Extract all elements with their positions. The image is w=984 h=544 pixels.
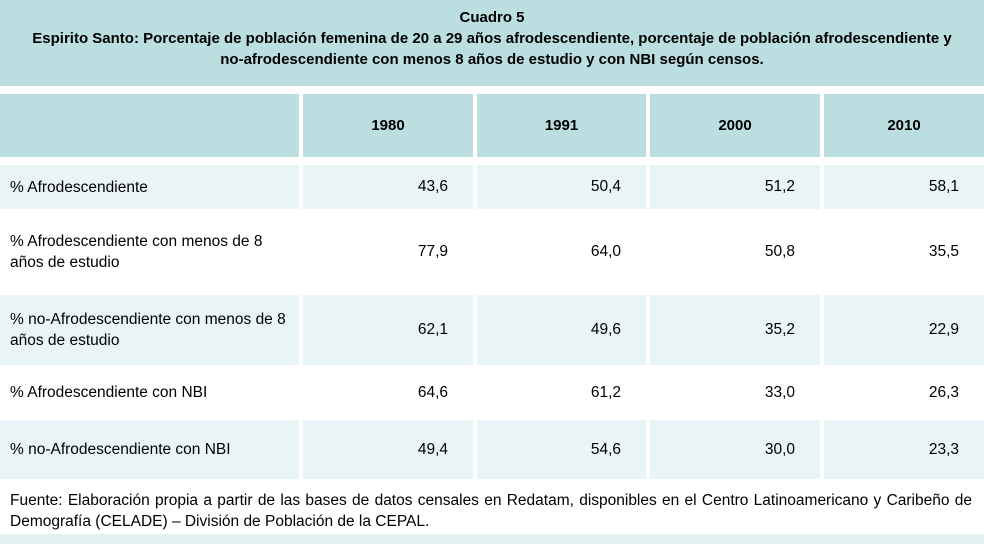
header-empty-cell (0, 94, 303, 165)
table-cell: 35,2 (650, 295, 824, 368)
year-header-1991: 1991 (477, 94, 650, 165)
row-label: % no-Afrodescendiente con NBI (0, 420, 303, 482)
data-table: 1980 1991 2000 2010 % Afrodescendiente 4… (0, 94, 984, 482)
table-title-block: Cuadro 5 Espirito Santo: Porcentaje de p… (0, 0, 984, 86)
table-caption: Espirito Santo: Porcentaje de población … (32, 30, 952, 68)
table-cell: 58,1 (824, 165, 984, 212)
table-cell: 23,3 (824, 420, 984, 482)
table-number: Cuadro 5 (459, 9, 525, 26)
row-label: % Afrodescendiente con NBI (0, 368, 303, 420)
row-label: % Afrodescendiente (0, 165, 303, 212)
row-label: % Afrodescendiente con menos de 8 años d… (0, 212, 303, 295)
bottom-strip (0, 534, 984, 544)
source-note: Fuente: Elaboración propia a partir de l… (0, 482, 984, 534)
table-row: % Afrodescendiente 43,6 50,4 51,2 58,1 (0, 165, 984, 212)
year-header-2000: 2000 (650, 94, 824, 165)
table-cell: 51,2 (650, 165, 824, 212)
table-cell: 35,5 (824, 212, 984, 295)
table-cell: 62,1 (303, 295, 477, 368)
table-cell: 49,4 (303, 420, 477, 482)
table-cell: 50,8 (650, 212, 824, 295)
table-cell: 33,0 (650, 368, 824, 420)
table-cell: 22,9 (824, 295, 984, 368)
year-header-2010: 2010 (824, 94, 984, 165)
table-row: % no-Afrodescendiente con menos de 8 año… (0, 295, 984, 368)
table-cell: 50,4 (477, 165, 650, 212)
table-cell: 43,6 (303, 165, 477, 212)
table-row: % no-Afrodescendiente con NBI 49,4 54,6 … (0, 420, 984, 482)
table-cell: 64,6 (303, 368, 477, 420)
table-cell: 30,0 (650, 420, 824, 482)
table-cell: 49,6 (477, 295, 650, 368)
header-row: 1980 1991 2000 2010 (0, 94, 984, 165)
row-label: % no-Afrodescendiente con menos de 8 año… (0, 295, 303, 368)
table-cell: 61,2 (477, 368, 650, 420)
table-row: % Afrodescendiente con NBI 64,6 61,2 33,… (0, 368, 984, 420)
year-header-1980: 1980 (303, 94, 477, 165)
table-cell: 26,3 (824, 368, 984, 420)
table-cell: 54,6 (477, 420, 650, 482)
table-cell: 77,9 (303, 212, 477, 295)
table-cell: 64,0 (477, 212, 650, 295)
table-row: % Afrodescendiente con menos de 8 años d… (0, 212, 984, 295)
